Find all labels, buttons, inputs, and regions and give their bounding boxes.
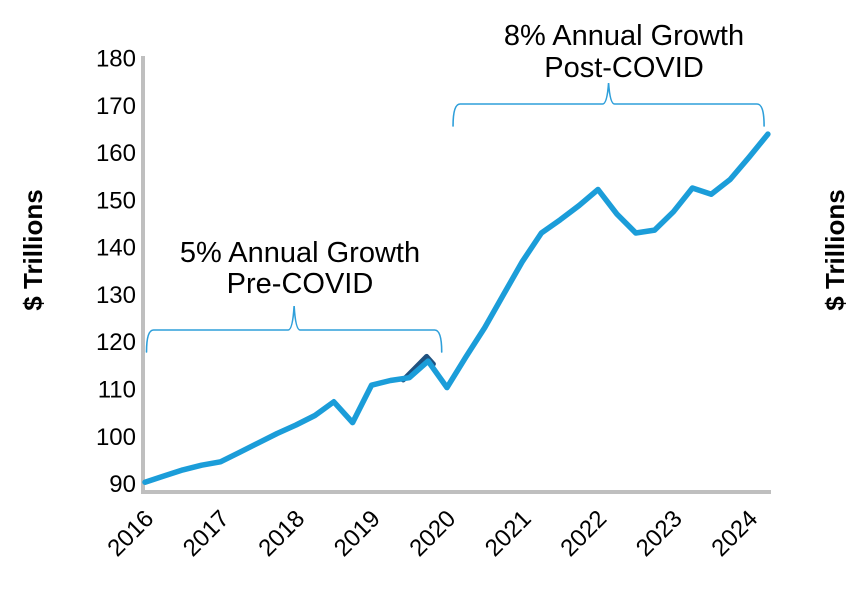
annotation-precovid-line2: Pre-COVID [227, 268, 374, 300]
y-tick-label: 160 [96, 140, 136, 167]
y-tick-label: 110 [98, 377, 136, 404]
y-tick-label: 180 [96, 46, 136, 73]
y-axis-title-right: $ Trillions [820, 189, 850, 310]
brace-annotations [145, 82, 765, 353]
x-tick-label: 2022 [555, 505, 612, 562]
x-tick-label: 2018 [253, 505, 310, 562]
x-axis-tick-labels: 2016 2017 2018 2019 2020 2021 2022 2023 2024 [102, 505, 763, 562]
y-tick-label: 120 [96, 329, 136, 356]
x-tick-label: 2019 [329, 505, 386, 562]
annotation-postcovid-line1: 8% Annual Growth [504, 20, 744, 52]
x-tick-label: 2016 [102, 505, 159, 562]
x-tick-label: 2024 [706, 505, 763, 562]
curly-brace-post-covid [452, 82, 765, 127]
x-tick-label: 2020 [404, 505, 461, 562]
y-tick-label: 100 [96, 424, 136, 451]
y-axis-tick-labels: 90 100 110 120 130 140 150 160 170 180 [96, 46, 136, 499]
y-tick-label: 140 [96, 235, 136, 262]
y-tick-label: 150 [96, 187, 136, 214]
x-tick-label: 2017 [178, 505, 235, 562]
annotation-postcovid-line2: Post-COVID [544, 52, 704, 84]
line-series-main [142, 131, 771, 485]
y-tick-label: 130 [96, 282, 136, 309]
x-tick-label: 2023 [631, 505, 688, 562]
y-axis-title-left: $ Trillions [18, 189, 48, 310]
y-tick-label: 90 [109, 471, 136, 498]
annotation-precovid-line1: 5% Annual Growth [180, 237, 420, 269]
y-tick-label: 170 [96, 93, 136, 120]
x-tick-label: 2021 [480, 505, 537, 562]
curly-brace-pre-covid [145, 305, 443, 353]
